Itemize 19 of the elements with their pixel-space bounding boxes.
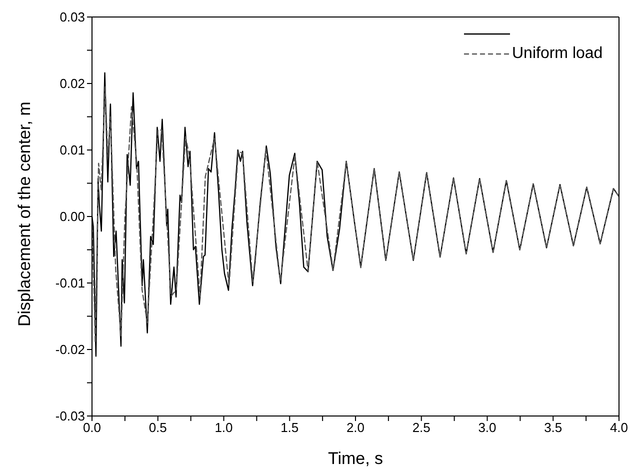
x-tick-label: 2.0 [346, 420, 365, 436]
x-tick-label: 0.5 [148, 420, 167, 436]
x-tick-label: 1.0 [214, 420, 233, 436]
y-tick-label: 0.02 [60, 76, 85, 92]
x-tick-label: 1.5 [280, 420, 299, 436]
y-tick-label: 0.01 [60, 142, 85, 158]
y-tick-label: -0.03 [55, 408, 85, 424]
y-tick-label: -0.02 [55, 342, 85, 358]
y-tick-label: 0.03 [60, 10, 85, 25]
y-tick-label: -0.01 [55, 276, 85, 291]
legend-label: Uniform load [512, 45, 604, 63]
x-axis-title: Time, s [328, 449, 384, 468]
x-tick-label: 0.0 [82, 420, 102, 436]
y-axis-title: Displacement of the center, m [15, 102, 34, 326]
x-tick-label: 2.5 [412, 420, 430, 436]
x-tick-label: 4.0 [610, 420, 628, 436]
y-tick-label: 0.00 [60, 209, 85, 224]
x-tick-label: 3.0 [478, 420, 496, 436]
x-tick-label: 3.5 [544, 420, 562, 436]
